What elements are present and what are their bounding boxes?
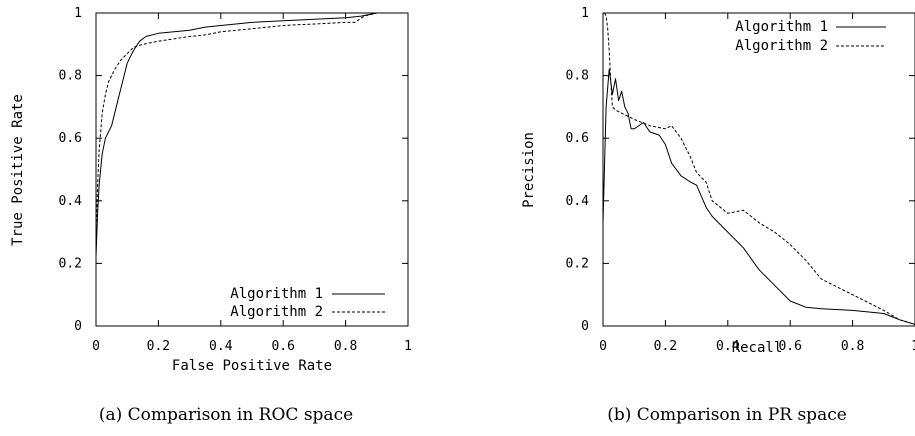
roc-y-tick-label: 0	[74, 319, 82, 334]
roc-x-tick-label: 0.4	[209, 339, 233, 354]
pr-legend-label-algorithm-2: Algorithm 2	[735, 38, 828, 54]
pr-series	[602, 12, 915, 325]
roc-y-tick-label: 1	[74, 6, 82, 21]
pr-legend: Algorithm 1 Algorithm 2	[735, 19, 886, 54]
pr-plot-frame	[602, 12, 915, 327]
roc-y-tick-label: 0.8	[59, 69, 82, 84]
pr-ticks: 0 0.2 0.4 0.6 0.8 1 0 0.2 0.4 0.6 0.8 1	[566, 6, 915, 354]
roc-x-tick-label: 1	[404, 339, 412, 354]
pr-series-line-algorithm-1	[602, 68, 915, 325]
pr-y-tick-label: 0	[581, 319, 589, 334]
pr-x-tick-label: 1	[911, 339, 915, 354]
roc-x-tick-label: 0.8	[334, 339, 357, 354]
roc-ticks: 0 0.2 0.4 0.6 0.8 1 0 0.2 0.4 0.6 0.8 1	[59, 6, 412, 354]
pr-x-tick-label: 0.2	[654, 339, 677, 354]
pr-caption: (b) Comparison in PR space	[607, 405, 847, 425]
pr-y-tick-label: 0.6	[566, 131, 589, 146]
pr-series-line-algorithm-2	[604, 12, 915, 325]
roc-series-line-algorithm-2	[95, 12, 408, 233]
roc-y-tick-label: 0.6	[59, 131, 82, 146]
pr-x-tick-label: 0	[599, 339, 607, 354]
roc-legend: Algorithm 1 Algorithm 2	[230, 286, 385, 320]
pr-y-tick-label: 0.4	[566, 194, 590, 209]
roc-series	[95, 12, 408, 258]
roc-y-axis-label: True Positive Rate	[10, 94, 26, 246]
pr-x-tick-label: 0.8	[841, 339, 864, 354]
pr-legend-label-algorithm-1: Algorithm 1	[735, 19, 828, 35]
roc-panel: 0 0.2 0.4 0.6 0.8 1 0 0.2 0.4 0.6 0.8 1 False Posit…	[10, 6, 412, 425]
pr-y-tick-label: 0.8	[566, 69, 589, 84]
roc-caption: (a) Comparison in ROC space	[99, 405, 353, 425]
roc-x-tick-label: 0	[92, 339, 100, 354]
pr-y-tick-label: 0.2	[566, 256, 589, 271]
pr-y-tick-label: 1	[581, 6, 589, 21]
roc-series-line-algorithm-1	[95, 12, 408, 258]
roc-legend-label-algorithm-1: Algorithm 1	[230, 286, 323, 302]
roc-plot-frame	[95, 12, 409, 327]
pr-x-tick-label: 0.4	[716, 339, 740, 354]
roc-y-tick-label: 0.2	[59, 256, 82, 271]
roc-legend-label-algorithm-2: Algorithm 2	[230, 304, 323, 320]
roc-x-tick-label: 0.6	[271, 339, 294, 354]
pr-y-axis-label: Precision	[521, 132, 537, 208]
roc-x-axis-label: False Positive Rate	[172, 358, 332, 374]
pr-x-axis-label: Recall	[732, 340, 783, 356]
roc-x-tick-label: 0.2	[147, 339, 170, 354]
roc-y-tick-label: 0.4	[59, 194, 83, 209]
pr-x-tick-label: 0.6	[778, 339, 801, 354]
pr-panel: 0 0.2 0.4 0.6 0.8 1 0 0.2 0.4 0.6 0.8 1 Recall Prec…	[521, 6, 915, 425]
